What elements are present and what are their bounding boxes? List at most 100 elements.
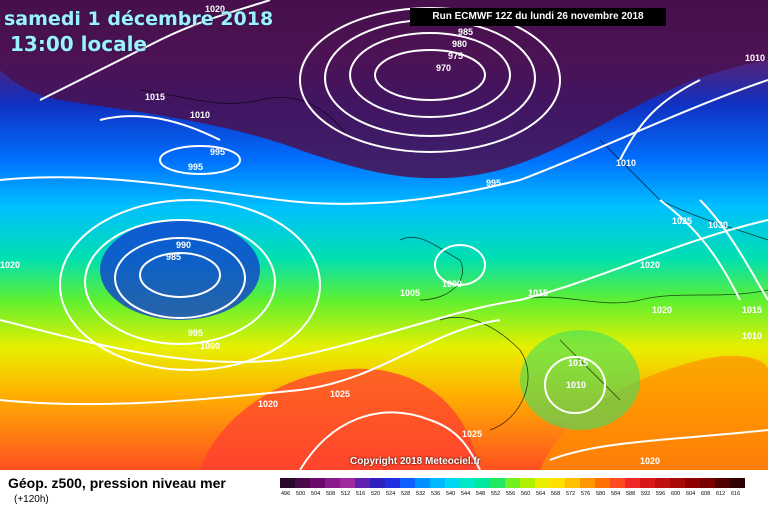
forecast-range: (+120h)	[14, 494, 49, 505]
isobar-label: 1010	[745, 53, 765, 63]
legend-label: 532	[416, 491, 425, 496]
legend-swatch	[355, 478, 370, 488]
legend-swatch	[505, 478, 520, 488]
legend-swatch	[415, 478, 430, 488]
legend-swatch	[520, 478, 535, 488]
isobar-label: 980	[452, 39, 467, 49]
legend-label: 564	[536, 491, 545, 496]
isobar-label: 1010	[190, 110, 210, 120]
legend-swatch	[445, 478, 460, 488]
legend-swatch	[295, 478, 310, 488]
legend-swatch	[475, 478, 490, 488]
legend-swatch	[625, 478, 640, 488]
map-title: Géop. z500, pression niveau mer	[8, 475, 226, 491]
legend-label: 544	[461, 491, 470, 496]
legend-label: 516	[356, 491, 365, 496]
legend-label: 612	[716, 491, 725, 496]
legend-label: 540	[446, 491, 455, 496]
legend-label: 588	[626, 491, 635, 496]
legend-label: 608	[701, 491, 710, 496]
isobar-label: 1020	[258, 399, 278, 409]
isobar-label: 1030	[708, 220, 728, 230]
legend-swatch	[460, 478, 475, 488]
legend-swatch	[595, 478, 610, 488]
legend-label: 604	[686, 491, 695, 496]
isobar-label: 990	[176, 240, 191, 250]
warm-zone-southwest	[200, 368, 480, 470]
legend-swatch	[310, 478, 325, 488]
isobar-label: 985	[458, 27, 473, 37]
isobar-label: 1000	[200, 341, 220, 351]
isobar-label: 1000	[442, 279, 462, 289]
isobar-label: 1010	[616, 158, 636, 168]
green-zone-mediterranean	[520, 330, 640, 430]
isobar-label: 995	[188, 162, 203, 172]
isobar-label: 1020	[652, 305, 672, 315]
legend-swatch	[385, 478, 400, 488]
legend-swatch	[715, 478, 730, 488]
legend-label: 496	[281, 491, 290, 496]
isobar-label: 1015	[742, 305, 762, 315]
isobar-label: 995	[210, 147, 225, 157]
low-pressure-zone-west	[100, 220, 260, 320]
legend-label: 592	[641, 491, 650, 496]
copyright: Copyright 2018 Meteociel.fr	[350, 456, 481, 467]
isobar-label: 975	[448, 51, 463, 61]
model-run-info: Run ECMWF 12Z du lundi 26 novembre 2018	[410, 8, 666, 26]
legend-label: 572	[566, 491, 575, 496]
legend-label: 576	[581, 491, 590, 496]
legend-label: 616	[731, 491, 740, 496]
isobar-label: 1010	[742, 331, 762, 341]
forecast-time: 13:00 locale	[10, 32, 147, 56]
isobar-label: 1020	[0, 260, 20, 270]
legend-label: 556	[506, 491, 515, 496]
legend-label: 560	[521, 491, 530, 496]
isobar-label: 1020	[205, 4, 225, 14]
footer-bar	[0, 470, 768, 512]
isobar-label: 1015	[528, 288, 548, 298]
legend-swatch	[565, 478, 580, 488]
legend-swatch	[730, 478, 745, 488]
legend-label: 524	[386, 491, 395, 496]
warm-zone-east	[540, 355, 768, 470]
legend-swatch	[700, 478, 715, 488]
legend-swatch	[550, 478, 565, 488]
legend-label: 596	[656, 491, 665, 496]
isobar-lines	[0, 0, 768, 470]
legend-swatch	[370, 478, 385, 488]
legend-label: 512	[341, 491, 350, 496]
isobar-label: 1015	[568, 358, 588, 368]
isobar-label: 985	[166, 252, 181, 262]
legend-swatch	[610, 478, 625, 488]
legend-swatch	[325, 478, 340, 488]
legend-swatch	[580, 478, 595, 488]
legend-swatch	[430, 478, 445, 488]
legend-label: 568	[551, 491, 560, 496]
isobar-labels: 1020 1015 1010 995 995 985 980 975 970 1…	[0, 4, 765, 466]
isobar-label: 970	[436, 63, 451, 73]
legend-swatch	[535, 478, 550, 488]
legend-swatch	[400, 478, 415, 488]
color-legend: 496 500 504 508 512 516 520 524 528 532 536 540 544 5…	[280, 478, 745, 496]
isobar-label: 1025	[672, 216, 692, 226]
legend-swatch	[655, 478, 670, 488]
legend-label: 584	[611, 491, 620, 496]
isobar-label: 995	[188, 328, 203, 338]
isobar-label: 1020	[640, 456, 660, 466]
legend-label: 520	[371, 491, 380, 496]
legend-swatch	[280, 478, 295, 488]
legend-label: 600	[671, 491, 680, 496]
legend-label: 548	[476, 491, 485, 496]
isobar-label: 1020	[640, 260, 660, 270]
forecast-date: samedi 1 décembre 2018	[4, 8, 274, 30]
isobar-label: 1015	[145, 92, 165, 102]
legend-swatch	[340, 478, 355, 488]
legend-swatch	[490, 478, 505, 488]
isobar-label: 1010	[566, 380, 586, 390]
isobar-label: 1025	[462, 429, 482, 439]
isobar-label: 1005	[400, 288, 420, 298]
legend-swatch	[640, 478, 655, 488]
legend-swatch	[670, 478, 685, 488]
legend-label: 552	[491, 491, 500, 496]
legend-label: 536	[431, 491, 440, 496]
